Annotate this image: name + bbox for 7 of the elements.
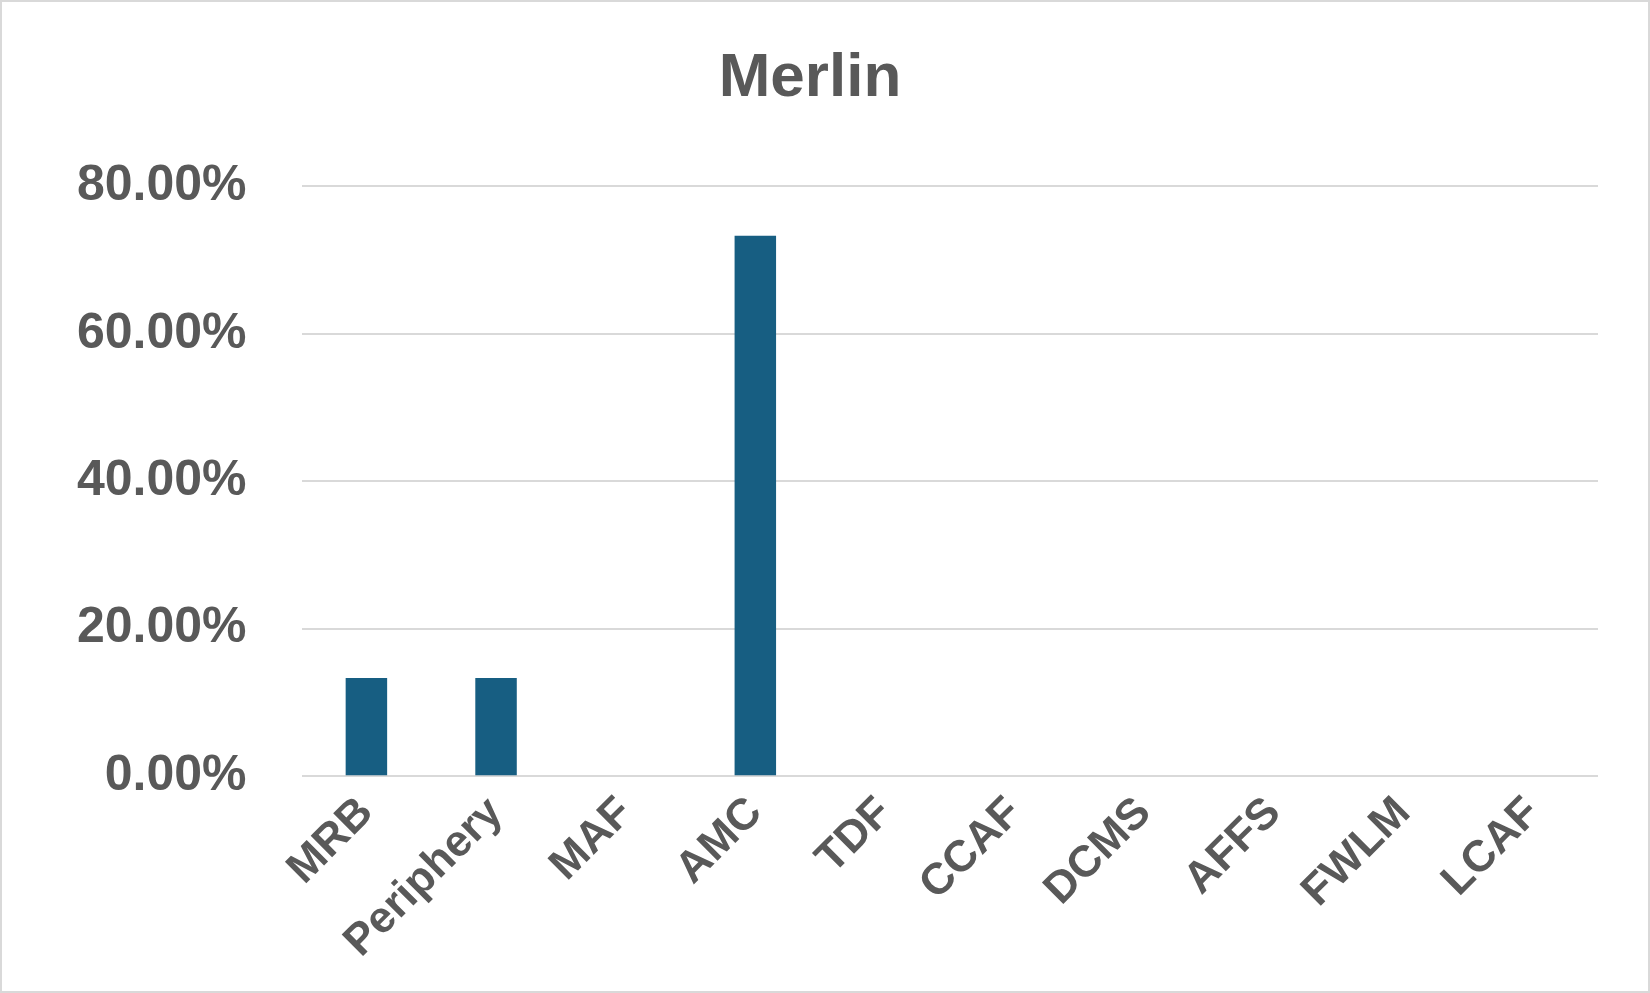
y-tick-label: 80.00% [76,155,247,212]
y-tick-label: 0.00% [104,744,247,801]
y-tick-label: 40.00% [76,450,247,507]
y-tick-label: 60.00% [76,302,247,359]
chart-title: Merlin [718,40,902,110]
y-tick-label: 20.00% [76,597,247,654]
x-tick-label: TDF [804,786,900,882]
